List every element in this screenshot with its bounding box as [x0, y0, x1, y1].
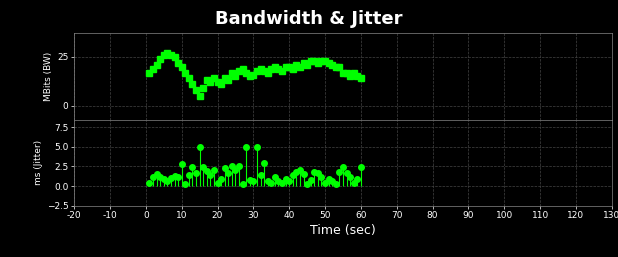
X-axis label: Time (sec): Time (sec): [310, 224, 376, 237]
Text: Bandwidth & Jitter: Bandwidth & Jitter: [215, 10, 403, 28]
Y-axis label: MBits (BW): MBits (BW): [44, 52, 53, 101]
Y-axis label: ms (Jitter): ms (Jitter): [34, 140, 43, 185]
